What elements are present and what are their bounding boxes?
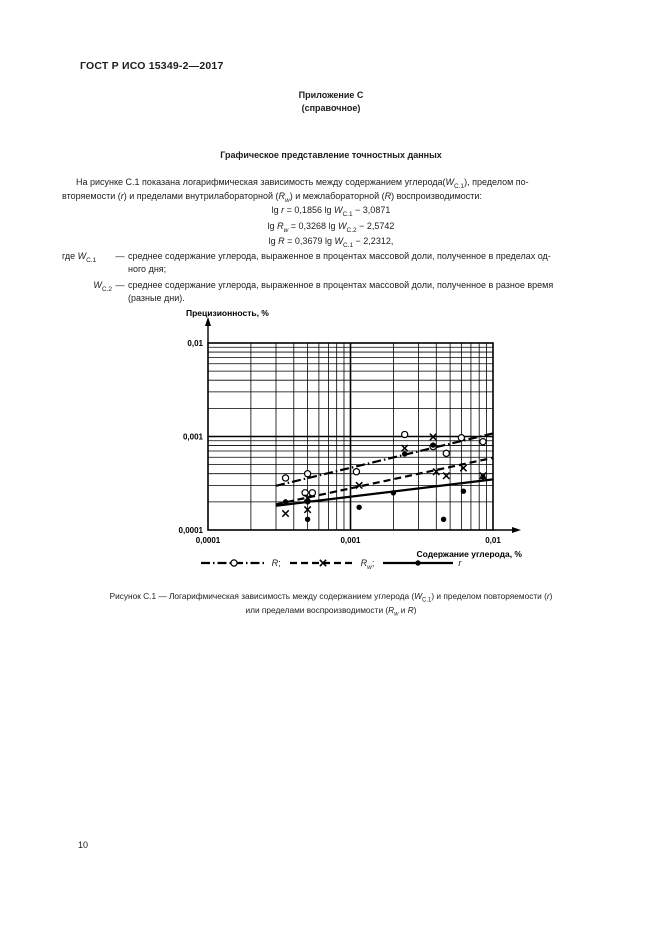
section-title: Графическое представление точностных дан… [220,150,442,160]
svg-text:Прецизионность, %: Прецизионность, % [186,308,269,318]
formula-lg-rw: lg Rw = 0,3268 lg WC.2 − 2,5742 [267,220,395,234]
document-header: ГОСТ Р ИСО 15349-2—2017 [80,60,224,72]
figure-caption-line1: Рисунок С.1 — Логарифмическая зависимост… [109,591,553,604]
legend-line-sample-Rw [289,559,356,567]
chart-legend: R; Rw; r [62,557,600,571]
svg-text:0,0001: 0,0001 [179,526,204,535]
legend-item-R: R; [200,557,281,569]
svg-text:0,001: 0,001 [340,536,361,545]
definition-wc1: где WC.1 — среднее содержание углерода, … [62,250,600,276]
figure-caption: Рисунок С.1 — Логарифмическая зависимост… [62,590,600,617]
definition-dash: — [115,251,125,261]
figure-chart: 0,0001 0,001 0,01 0,0001 0,001 0,01 Прецизионн… [160,300,555,562]
definition-term-wc1: где WC.1 [62,251,97,264]
precision-chart-svg: 0,0001 0,001 0,01 0,0001 0,001 0,01 Прецизионн… [179,308,523,559]
svg-text:Содержание углерода, %: Содержание углерода, % [417,549,523,559]
formulas-block: lg r = 0,1856 lg WC.1 − 3,0871 lg Rw = 0… [62,203,600,250]
legend-label-R: R; [271,558,281,568]
definition-dash: — [115,280,125,290]
legend-line-sample-R [200,559,267,567]
definitions-block: где WC.1 — среднее содержание углерода, … [62,250,600,308]
definition-text-wc1: среднее содержание углерода, выраженное … [128,251,551,274]
definition-wc2: WC.2 — среднее содержание углерода, выра… [62,279,600,305]
legend-item-Rw: Rw; [289,557,375,571]
svg-text:0,0001: 0,0001 [196,536,221,545]
svg-text:0,001: 0,001 [183,433,204,442]
legend-item-r: r [383,557,461,569]
legend-label-r: r [458,558,462,568]
page-number: 10 [78,840,89,850]
formula-lg-R: lg R = 0,3679 lg WC.1 − 2,2312, [268,236,394,249]
figure-caption-line2: или пределами воспроизводимости (Rw и R) [245,604,417,618]
legend-label-Rw: Rw; [360,558,375,571]
appendix-subtitle: (справочное) [301,103,361,113]
definition-text-wc2: среднее содержание углерода, выраженное … [128,280,554,303]
intro-paragraph: На рисунке С.1 показана логарифмическая … [62,177,529,204]
appendix-title: Приложение С [298,90,364,100]
definition-term-wc2: WC.2 [93,280,112,293]
formula-lg-r: lg r = 0,1856 lg WC.1 − 3,0871 [271,205,391,218]
legend-line-sample-r [383,560,454,566]
svg-text:0,01: 0,01 [187,339,203,348]
appendix-heading: Приложение С (справочное) [62,89,600,115]
svg-text:0,01: 0,01 [485,536,501,545]
